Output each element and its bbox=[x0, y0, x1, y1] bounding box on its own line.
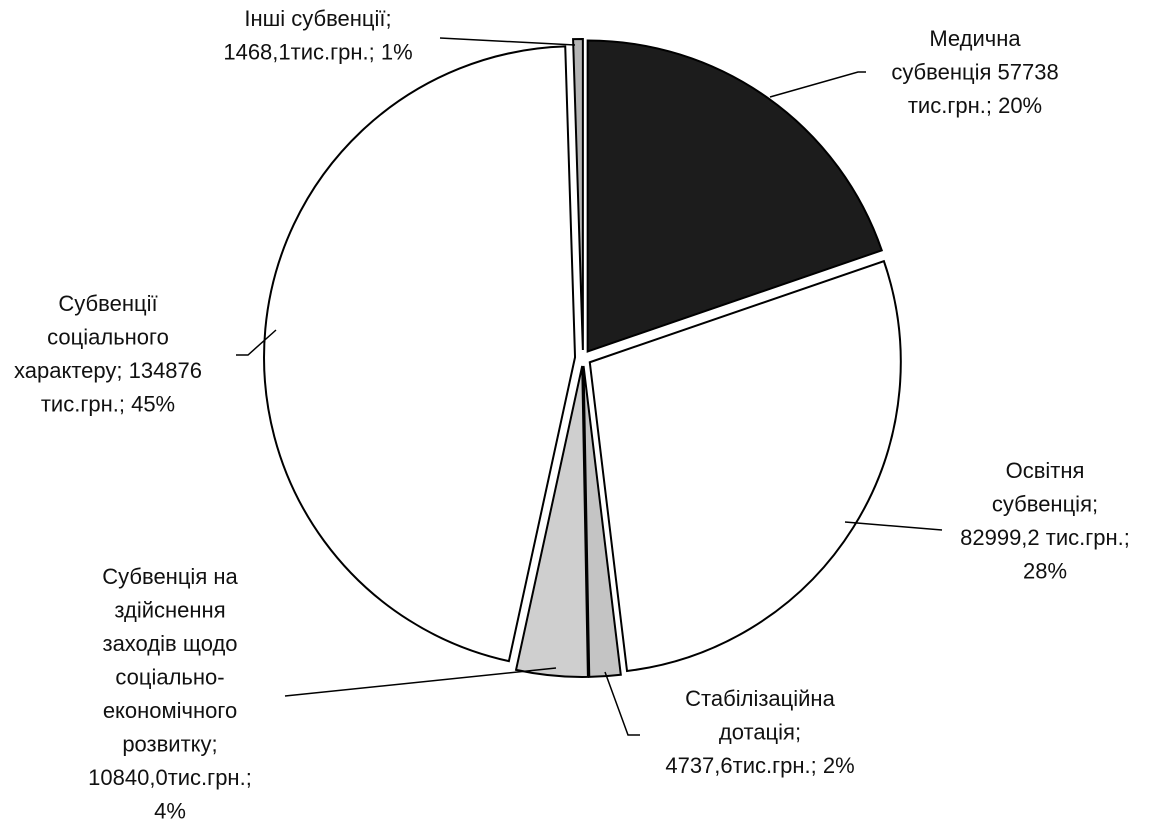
label-line: Медична bbox=[929, 26, 1021, 51]
slice-label: Освітня субвенція; 82999,2 тис.грн.; 28% bbox=[960, 458, 1130, 584]
slice-label: Субвенції соціального характеру; 134876 тис… bbox=[14, 291, 202, 417]
label-line: Стабілізаційна bbox=[685, 686, 835, 711]
label-line: субвенція 57738 bbox=[891, 59, 1058, 84]
label-line: дотація; bbox=[719, 719, 801, 744]
label-line: 28% bbox=[1023, 558, 1067, 583]
label-line: економічного bbox=[103, 698, 237, 723]
leader-line bbox=[236, 329, 277, 356]
pie-slice bbox=[582, 365, 622, 678]
label-line: Субвенція на bbox=[102, 564, 238, 589]
leader-line bbox=[844, 521, 943, 531]
slice-label: Стабілізаційна дотація; 4737,6тис.грн.; 2% bbox=[665, 686, 854, 778]
label-line: 4737,6тис.грн.; 2% bbox=[665, 753, 854, 778]
label-line: 10840,0тис.грн.; bbox=[88, 765, 252, 790]
label-line: тис.грн.; 20% bbox=[908, 93, 1042, 118]
label-line: характеру; 134876 bbox=[14, 358, 202, 383]
label-line: Освітня bbox=[1006, 458, 1085, 483]
slice-label: Інші субвенції; 1468,1тис.грн.; 1% bbox=[223, 6, 412, 65]
label-line: 82999,2 тис.грн.; bbox=[960, 525, 1130, 550]
label-line: заходів щодо bbox=[102, 631, 237, 656]
label-line: тис.грн.; 45% bbox=[41, 391, 175, 416]
leader-line bbox=[604, 671, 640, 736]
leader-line bbox=[769, 71, 866, 98]
label-line: соціально- bbox=[115, 664, 224, 689]
leader-line bbox=[284, 667, 557, 697]
slice-label: Субвенція на здійснення заходів щодо соціал… bbox=[88, 564, 252, 824]
label-line: соціального bbox=[47, 324, 169, 349]
pie-slice bbox=[572, 38, 584, 351]
label-line: розвитку; bbox=[122, 731, 217, 756]
pie-slice bbox=[263, 45, 577, 663]
slice-label: Медична субвенція 57738 тис.грн.; 20% bbox=[891, 26, 1058, 118]
leader-line bbox=[439, 37, 576, 46]
pie-slice bbox=[588, 259, 902, 673]
pie-slice bbox=[514, 365, 589, 678]
label-line: Інші субвенції; bbox=[244, 6, 391, 31]
label-line: Субвенції bbox=[58, 291, 157, 316]
label-line: здійснення bbox=[114, 597, 225, 622]
label-line: 1468,1тис.грн.; 1% bbox=[223, 39, 412, 64]
label-line: 4% bbox=[154, 798, 186, 823]
pie-slice bbox=[586, 39, 884, 353]
label-line: субвенція; bbox=[992, 491, 1098, 516]
